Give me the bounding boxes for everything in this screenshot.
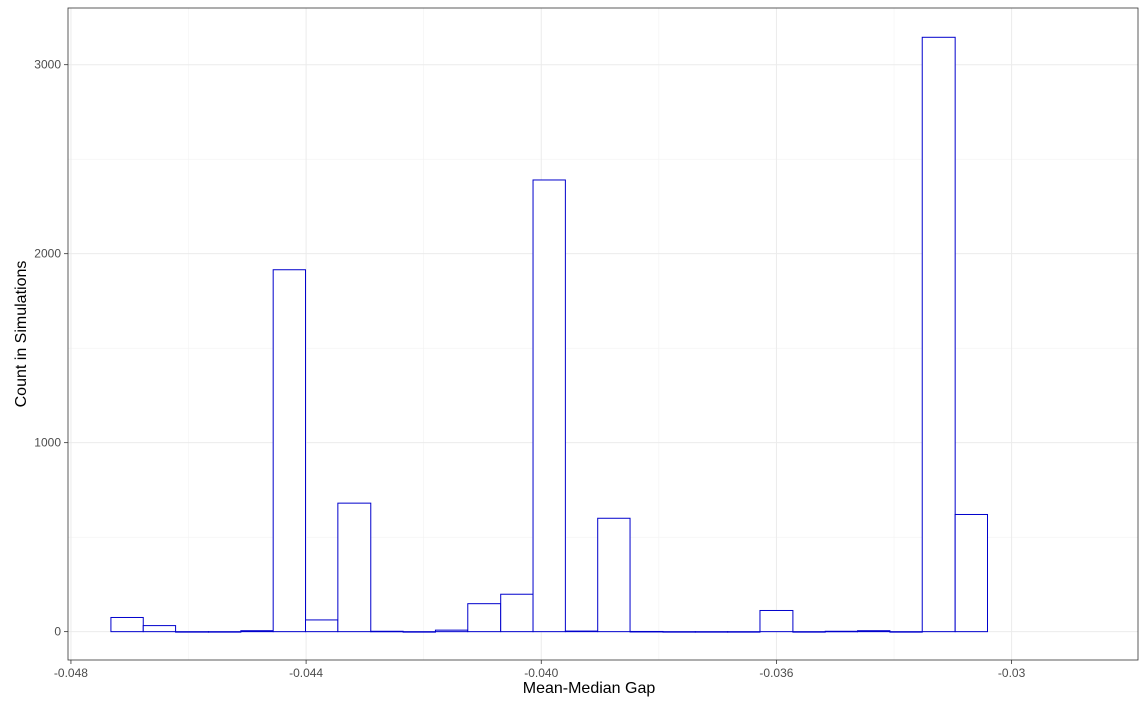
histogram-bar <box>142 625 177 633</box>
x-axis-title: Mean-Median Gap <box>523 680 656 697</box>
x-tick-label: -0.048 <box>54 666 88 680</box>
histogram-bar <box>240 630 274 633</box>
histogram-bar <box>272 269 307 633</box>
panel-border <box>67 7 1139 661</box>
histogram-bar <box>857 630 891 633</box>
y-axis-title: Count in Simulations <box>13 261 30 408</box>
histogram-bar <box>921 36 956 633</box>
histogram-bar <box>629 630 664 633</box>
y-tick-label: 0 <box>54 625 61 639</box>
histogram-bar <box>597 517 631 633</box>
histogram-bar <box>110 616 144 633</box>
histogram-bar <box>792 631 826 633</box>
histogram-bar <box>500 593 534 633</box>
histogram-bar <box>889 631 923 633</box>
y-tick-label: 3000 <box>34 58 61 72</box>
histogram-bar <box>467 603 502 633</box>
minor-gridlines <box>68 8 1138 660</box>
axis-ticks <box>64 64 1012 664</box>
histogram-bar <box>305 619 339 633</box>
y-tick-label: 2000 <box>34 247 61 261</box>
histogram-bar <box>337 502 372 633</box>
x-tick-label: -0.036 <box>759 666 793 680</box>
histogram-bar <box>954 513 988 633</box>
histogram-bar <box>564 630 599 633</box>
histogram-bar <box>208 631 242 633</box>
x-tick-label: -0.03 <box>998 666 1026 680</box>
histogram-bar <box>434 629 469 633</box>
histogram-bar <box>532 179 566 633</box>
histogram-bar <box>759 609 794 633</box>
histogram-bar <box>662 631 696 633</box>
histogram-bar <box>175 631 210 633</box>
y-tick-label: 1000 <box>34 436 61 450</box>
histogram-bar <box>727 631 761 633</box>
histogram-bars <box>110 36 988 633</box>
x-tick-label: -0.040 <box>524 666 558 680</box>
histogram-bar <box>370 630 404 633</box>
y-axis-tick-labels: 0 1000 2000 3000 <box>34 58 61 639</box>
histogram-bar <box>402 631 436 633</box>
x-tick-label: -0.044 <box>289 666 323 680</box>
x-axis-tick-labels: -0.048 -0.044 -0.040 -0.036 -0.03 <box>54 666 1026 680</box>
histogram-bar <box>694 631 729 633</box>
histogram-bar <box>824 630 859 633</box>
